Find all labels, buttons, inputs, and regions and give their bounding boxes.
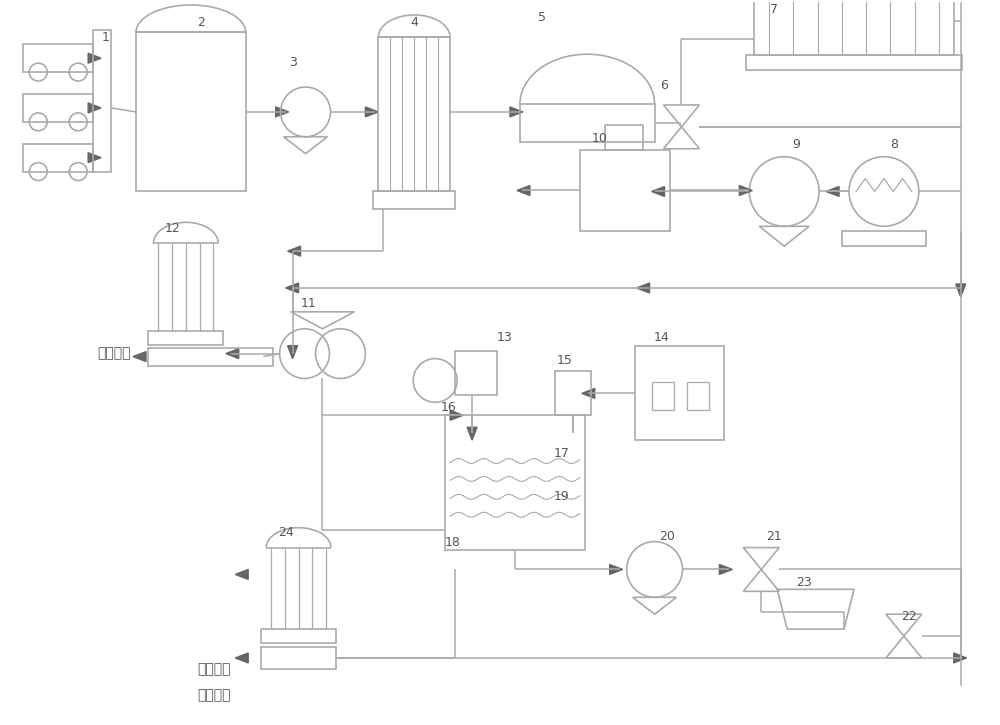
Bar: [652, 383, 674, 410]
Text: 6: 6: [661, 78, 668, 91]
Polygon shape: [288, 346, 298, 359]
Text: 14: 14: [654, 331, 669, 344]
Bar: [842, 231, 926, 247]
Bar: [261, 629, 336, 643]
Polygon shape: [88, 53, 101, 63]
Bar: [605, 125, 643, 149]
Polygon shape: [450, 410, 463, 420]
Bar: [23, 144, 93, 172]
Polygon shape: [719, 565, 732, 574]
Bar: [445, 415, 585, 550]
Bar: [93, 30, 111, 172]
Polygon shape: [510, 107, 523, 117]
Text: 4: 4: [410, 16, 418, 29]
Text: 22: 22: [901, 610, 917, 623]
Text: 20: 20: [660, 530, 675, 543]
Bar: [23, 44, 93, 72]
Text: 15: 15: [557, 354, 573, 367]
Text: 13: 13: [497, 331, 513, 344]
Polygon shape: [739, 186, 752, 196]
Text: 18: 18: [444, 536, 460, 549]
Text: 2: 2: [197, 16, 205, 29]
Text: 3: 3: [289, 56, 297, 69]
Text: 17: 17: [554, 447, 570, 460]
Text: 10: 10: [592, 132, 608, 145]
Bar: [261, 647, 336, 669]
Text: 12: 12: [165, 222, 181, 235]
Bar: [373, 191, 455, 210]
Polygon shape: [467, 427, 477, 440]
Bar: [136, 33, 246, 191]
Polygon shape: [956, 284, 966, 297]
Polygon shape: [517, 186, 530, 196]
Polygon shape: [133, 352, 146, 362]
Text: 8: 8: [890, 138, 898, 152]
Polygon shape: [235, 569, 248, 579]
Bar: [148, 348, 273, 365]
Bar: [754, 0, 954, 55]
Text: 24: 24: [278, 526, 293, 539]
Polygon shape: [226, 349, 239, 359]
Bar: [378, 37, 450, 191]
Text: 5: 5: [538, 11, 546, 24]
Polygon shape: [88, 153, 101, 162]
Text: 7: 7: [770, 3, 778, 16]
Bar: [455, 351, 497, 395]
Polygon shape: [286, 283, 299, 293]
Polygon shape: [610, 565, 623, 574]
Text: 16: 16: [440, 401, 456, 414]
Bar: [555, 370, 591, 415]
Text: 23: 23: [796, 576, 812, 589]
Bar: [635, 346, 724, 440]
Polygon shape: [637, 283, 650, 293]
Bar: [746, 55, 962, 70]
Polygon shape: [88, 103, 101, 113]
Bar: [580, 149, 670, 231]
Polygon shape: [276, 107, 289, 117]
Text: 沼渣肥料: 沼渣肥料: [98, 347, 131, 360]
Polygon shape: [954, 653, 967, 663]
Text: 藻类产品: 藻类产品: [197, 662, 231, 676]
Polygon shape: [652, 186, 665, 196]
Bar: [23, 94, 93, 122]
Text: 农业灌溉: 农业灌溉: [197, 688, 231, 702]
Bar: [687, 383, 709, 410]
Polygon shape: [235, 653, 248, 663]
Bar: [148, 331, 223, 344]
Polygon shape: [826, 186, 839, 196]
Text: 1: 1: [102, 30, 110, 44]
Text: 19: 19: [554, 490, 570, 503]
Polygon shape: [288, 247, 301, 256]
Polygon shape: [582, 389, 595, 398]
Polygon shape: [365, 107, 378, 117]
Text: 9: 9: [792, 138, 800, 152]
Text: 21: 21: [766, 530, 782, 543]
Bar: [520, 104, 655, 142]
Text: 11: 11: [301, 297, 316, 310]
